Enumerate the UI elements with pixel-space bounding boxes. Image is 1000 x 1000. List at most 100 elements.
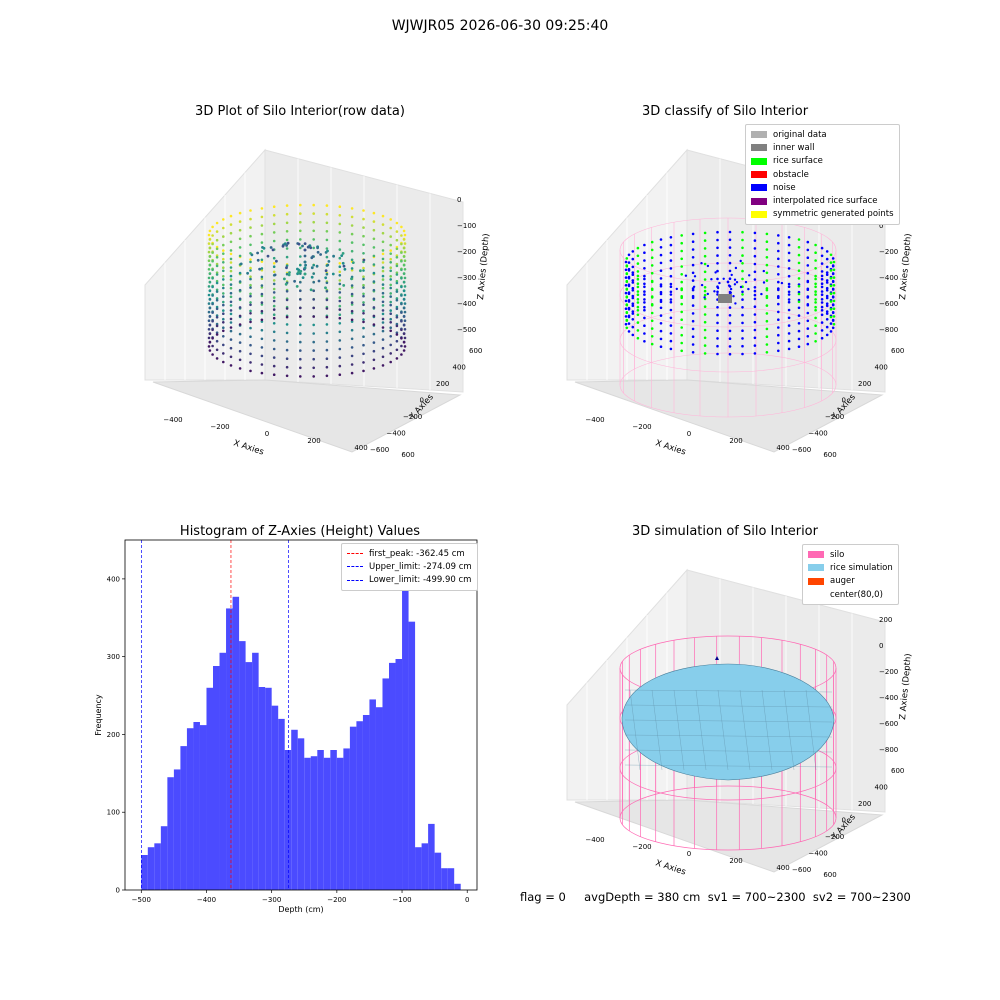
raw-data-point bbox=[211, 344, 214, 348]
x-tick-label: −400 bbox=[197, 896, 216, 904]
classified-point bbox=[814, 332, 817, 335]
classified-point bbox=[820, 246, 824, 250]
raw-data-point bbox=[395, 279, 399, 283]
classified-point bbox=[716, 290, 719, 294]
classified-point bbox=[806, 319, 810, 323]
raw-data-point bbox=[338, 313, 342, 317]
raw-data-point bbox=[400, 337, 403, 340]
classified-point bbox=[716, 254, 719, 257]
raw-data-point bbox=[208, 341, 212, 344]
classified-point bbox=[691, 327, 695, 331]
raw-data-point bbox=[403, 302, 407, 305]
raw-data-point bbox=[324, 276, 328, 280]
status-line: flag = 0 avgDepth = 380 cm sv1 = 700~230… bbox=[520, 890, 911, 904]
classified-point bbox=[669, 347, 673, 351]
classify-panel-title: 3D classify of Silo Interior bbox=[641, 104, 809, 119]
classified-point bbox=[669, 285, 673, 289]
noise-point bbox=[700, 283, 704, 287]
raw-data-point bbox=[211, 268, 214, 272]
histogram-bar bbox=[141, 855, 148, 890]
classified-point bbox=[829, 300, 833, 303]
raw-data-point bbox=[285, 264, 289, 267]
classify-y-tick-label: 400 bbox=[875, 364, 888, 372]
legend-entry: rice surface bbox=[751, 155, 894, 168]
classified-point bbox=[765, 327, 769, 331]
raw-data-point bbox=[222, 309, 225, 312]
histogram-bar bbox=[154, 843, 161, 890]
raw-data-point bbox=[260, 277, 264, 281]
classified-point bbox=[797, 306, 801, 310]
x-axis-label: Depth (cm) bbox=[278, 905, 323, 914]
raw-data-point bbox=[324, 286, 327, 290]
raw-data-point bbox=[381, 266, 385, 269]
raw-data-point bbox=[260, 241, 264, 244]
classified-point bbox=[627, 269, 631, 272]
classified-point bbox=[825, 294, 829, 298]
raw-data-point bbox=[266, 254, 270, 258]
classified-point bbox=[806, 271, 810, 275]
classified-point bbox=[669, 236, 673, 239]
classified-point bbox=[703, 293, 707, 297]
classified-point bbox=[636, 305, 640, 309]
raw-data-point bbox=[272, 205, 276, 208]
raw-data-point bbox=[260, 320, 264, 323]
classified-point bbox=[631, 250, 635, 253]
classified-point bbox=[669, 243, 673, 247]
legend-label: rice simulation bbox=[830, 562, 893, 573]
legend-label: symmetric generated points bbox=[773, 209, 894, 220]
classified-point bbox=[814, 290, 817, 293]
raw-data-point bbox=[285, 315, 289, 319]
classified-point bbox=[814, 274, 817, 278]
raw-data-point bbox=[238, 358, 242, 362]
classified-point bbox=[625, 272, 629, 276]
raw-data-point bbox=[395, 316, 399, 319]
raw-data-point bbox=[381, 214, 385, 218]
raw-data-point bbox=[331, 272, 335, 276]
raw-data-point bbox=[299, 269, 303, 273]
raw-data-point bbox=[395, 357, 399, 360]
noise-point bbox=[762, 281, 766, 284]
raw-data-point bbox=[249, 335, 252, 339]
raw-data-point bbox=[350, 363, 354, 366]
histogram-bar bbox=[167, 777, 174, 890]
classified-point bbox=[797, 246, 801, 249]
raw-data-point bbox=[222, 249, 225, 252]
raw-data-point bbox=[338, 322, 342, 325]
histogram-bar bbox=[317, 750, 324, 890]
classified-point bbox=[728, 246, 732, 249]
raw-data-point bbox=[400, 319, 403, 323]
classified-point bbox=[777, 288, 780, 292]
classified-point bbox=[669, 324, 673, 327]
classified-point bbox=[703, 352, 707, 355]
raw-data-point bbox=[275, 259, 278, 263]
raw-data-point bbox=[403, 345, 407, 348]
classified-point bbox=[753, 270, 757, 274]
raw-data-point bbox=[249, 309, 252, 313]
raw-data-point bbox=[325, 204, 329, 207]
raw-data-point bbox=[249, 369, 252, 373]
classified-point bbox=[659, 292, 663, 296]
raw-data-point bbox=[312, 220, 316, 224]
legend-entry: symmetric generated points bbox=[751, 208, 894, 221]
classified-point bbox=[716, 306, 719, 309]
classified-point bbox=[806, 248, 810, 252]
raw-data-point bbox=[222, 317, 225, 321]
raw-data-point bbox=[260, 337, 264, 341]
raw-data-point bbox=[260, 267, 264, 270]
raw-data-point bbox=[389, 218, 393, 221]
raw-data-point bbox=[215, 314, 219, 317]
raw-data-point bbox=[403, 259, 407, 263]
classified-point bbox=[806, 295, 810, 298]
raw-data-point bbox=[249, 209, 252, 212]
classified-point bbox=[825, 325, 829, 329]
raw-data-point bbox=[239, 262, 243, 266]
mesh-line bbox=[783, 689, 795, 771]
raw-data-point bbox=[325, 238, 329, 242]
raw-data-point bbox=[272, 313, 276, 317]
classified-point bbox=[643, 285, 646, 289]
raw-data-point bbox=[362, 217, 365, 221]
classified-point bbox=[659, 284, 663, 288]
classified-point bbox=[753, 239, 757, 242]
raw-data-point bbox=[338, 373, 342, 377]
raw-data-point bbox=[281, 244, 285, 248]
